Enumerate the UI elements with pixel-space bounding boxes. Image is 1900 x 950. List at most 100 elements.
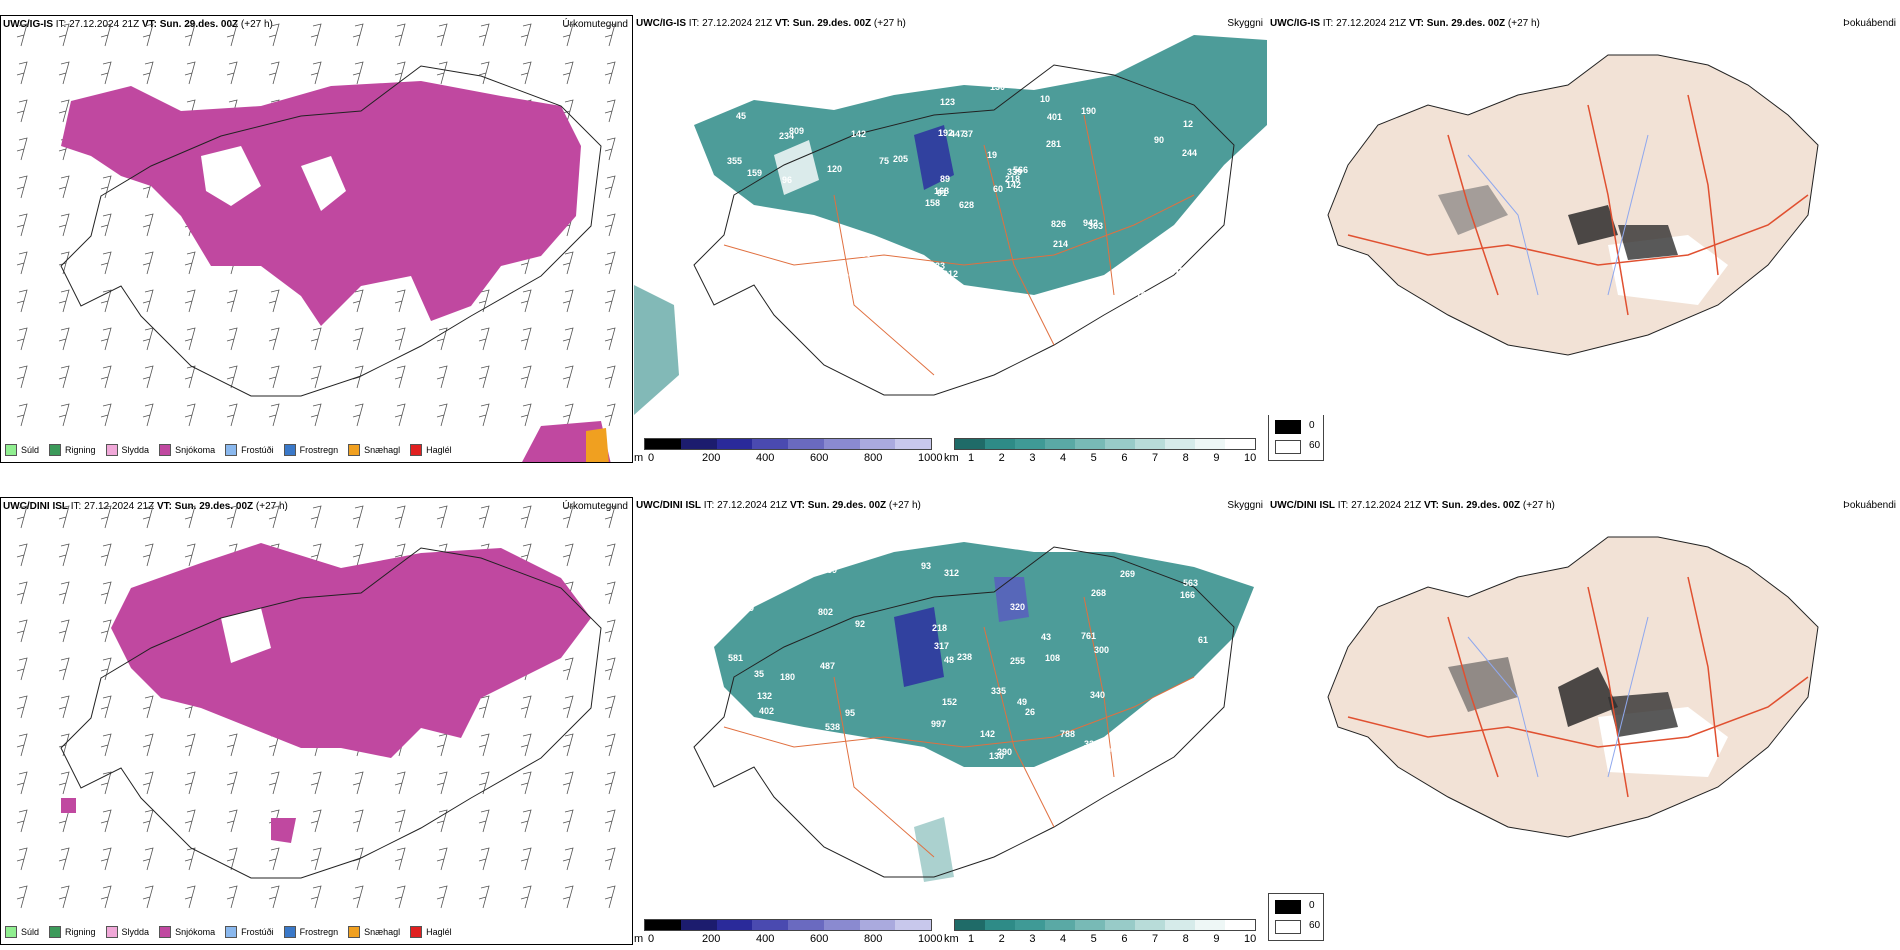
wind-barb [352,543,364,567]
elevation-label: 192 [938,128,953,138]
wind-barb [604,619,616,643]
legend-label: Haglél [426,927,452,937]
wind-barb [394,771,406,795]
wind-barb [310,365,322,389]
wind-barb [16,619,28,643]
wind-barb [58,771,70,795]
wind-barb [478,327,490,351]
legend-item: Frostregn [283,926,338,938]
wind-barb [100,505,112,529]
colorbar-tick: 9 [1213,933,1220,945]
wind-barb [142,289,154,313]
wind-barb [310,403,322,427]
colorbar-tick: 2 [998,933,1005,945]
elevation-label: 317 [934,641,949,651]
legend-swatch [105,444,118,456]
visibility-svg-2: 581 312 761 563 179 161 180 320 218 269 238 340 93 40… [693,542,1254,882]
wind-barb [58,289,70,313]
colorbar-tick: 1 [968,452,975,463]
elevation-label: 226 [1100,779,1115,789]
wind-barb [16,505,28,529]
wind-barb [16,403,28,427]
wind-barb [100,657,112,681]
wind-barb [268,403,280,427]
legend-label: Súld [21,445,40,455]
wind-barb [352,885,364,909]
precip-map-svg [16,23,616,462]
legend-item: Frostúði [225,444,274,456]
wind-barb [16,23,28,47]
wind-barb [562,289,574,313]
elevation-label: 60 [993,184,1003,194]
wind-barb [562,885,574,909]
wind-barb [268,61,280,85]
panel-title: Þokuábendi [1843,18,1896,29]
wind-barb [562,543,574,567]
legend-item: Rigning [49,926,96,938]
wind-barb [16,733,28,757]
elevation-label: 159 [822,565,837,575]
elevation-label: 826 [1051,219,1066,229]
colorbar-tick: 5 [1090,452,1097,463]
elevation-label: 401 [1047,112,1062,122]
wind-barb [100,885,112,909]
legend-label: Frostúði [241,927,274,937]
wind-barb [100,847,112,871]
elevation-label: 50 [861,249,871,259]
wind-barb [58,327,70,351]
elevation-label: 26 [1025,707,1035,717]
legend-swatch [410,926,423,938]
wind-barb [352,403,364,427]
elevation-label: 409 [739,603,754,613]
wind-barb [562,657,574,681]
wind-barb [562,365,574,389]
colorbar-tick: 800 [864,452,883,463]
wind-barb [478,885,490,909]
legend-label: Snjókoma [175,927,216,937]
colorbar-tick: 8 [1182,452,1189,463]
legend-item: Rigning [49,444,96,456]
wind-barb [562,403,574,427]
elevation-label: 300 [1094,645,1109,655]
elevation-label: 208 [806,294,821,304]
wind-barb [58,885,70,909]
elevation-label: 152 [942,697,957,707]
wind-barb [58,809,70,833]
elevation-label: 93 [794,767,804,777]
wind-barb [58,505,70,529]
wind-barb [436,327,448,351]
elevation-label: 108 [1045,653,1060,663]
wind-barb [310,847,322,871]
wind-barb [226,365,238,389]
precip-type-map-1: UWC/IG-IS IT: 27.12.2024 21Z VT: Sun. 29… [0,15,633,463]
wind-barb [268,23,280,47]
wind-barb [58,365,70,389]
legend-swatch [49,444,62,456]
legend-swatch [5,444,17,456]
fog-legend-2: 0 60 [1268,893,1324,941]
elevation-label: 96 [830,754,840,764]
elevation-label: 83 [1175,290,1185,300]
wind-barb [352,809,364,833]
fog-svg-1 [1327,54,1819,356]
wind-barb [58,847,70,871]
legend-item: Súld [5,926,39,938]
wind-barb [226,847,238,871]
wind-barb [100,327,112,351]
wind-barb [352,327,364,351]
wind-barb [142,847,154,871]
elevation-label: 33 [935,261,945,271]
elevation-label: 538 [825,722,840,732]
elevation-label: 61 [1198,635,1208,645]
legend-item: Snjókoma [159,926,215,938]
legend-label: Snæhagl [364,927,401,937]
elevation-label: 159 [747,168,762,178]
elevation-label: 93 [921,561,931,571]
wind-barb [100,61,112,85]
legend-swatch [49,926,62,938]
panel-title: Þokuábendi [1843,500,1896,511]
wind-barb [58,581,70,605]
wind-barb [604,99,616,123]
wind-barb [478,61,490,85]
legend-swatch [283,926,296,938]
